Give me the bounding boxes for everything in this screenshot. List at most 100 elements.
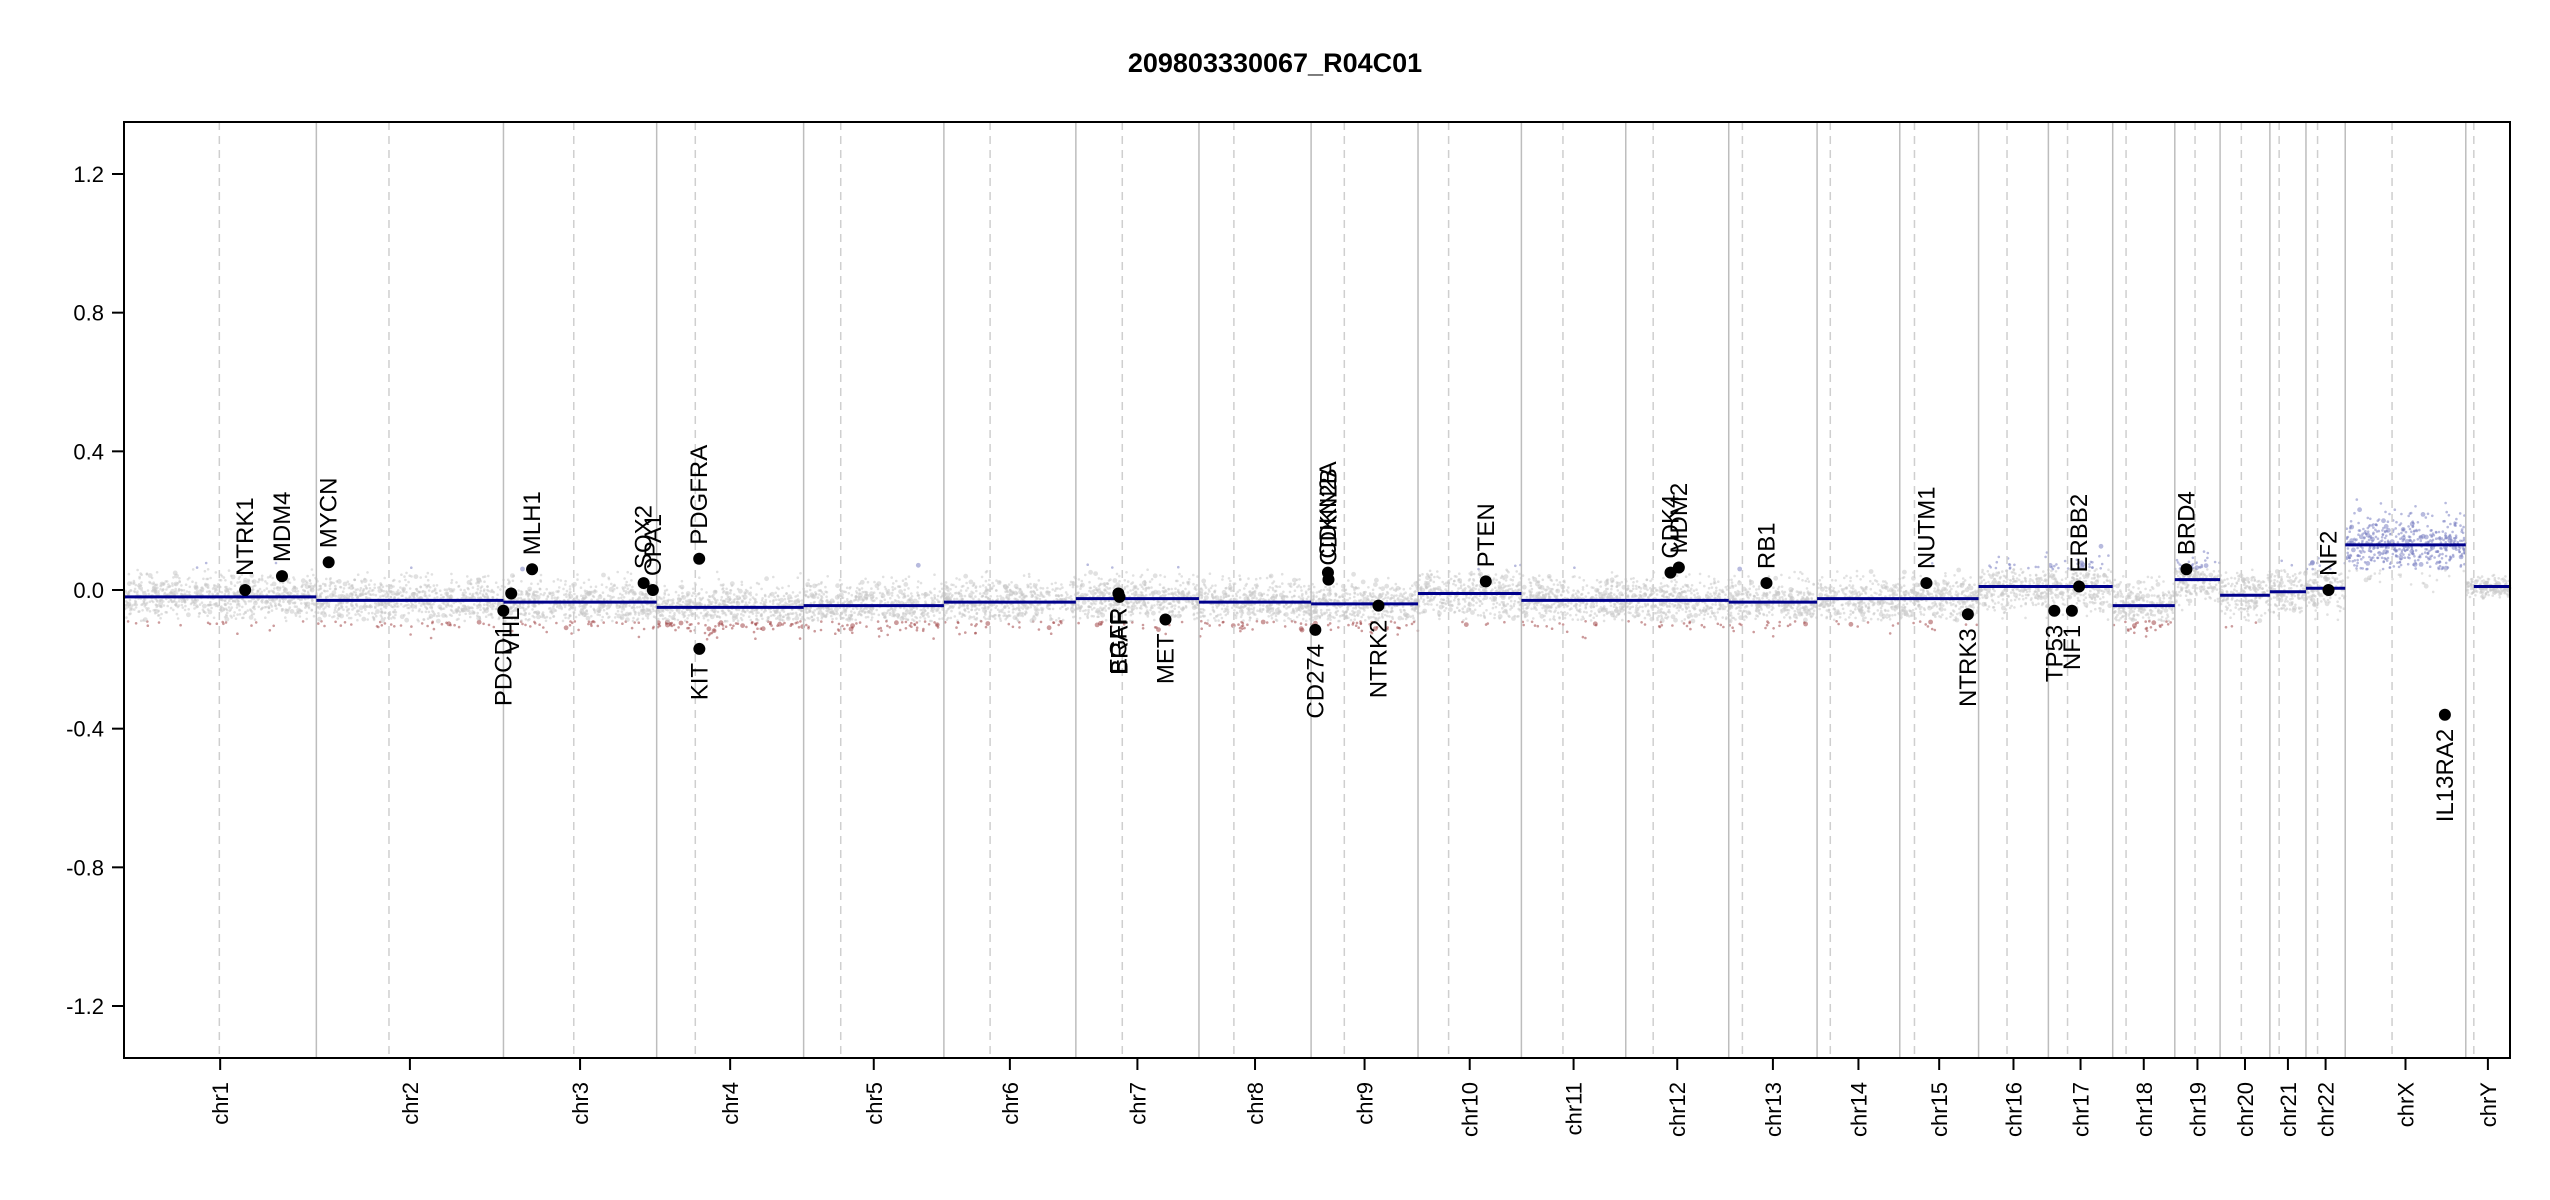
probe-point <box>283 590 286 594</box>
probe-point <box>294 612 297 615</box>
probe-point <box>304 606 307 609</box>
probe-point <box>646 617 650 620</box>
probe-point <box>1136 587 1140 591</box>
probe-point <box>370 589 374 592</box>
probe-point <box>628 583 631 587</box>
probe-point <box>476 611 480 615</box>
probe-point <box>1248 616 1252 619</box>
probe-point <box>1285 607 1288 610</box>
probe-point <box>1170 587 1173 591</box>
probe-point <box>556 596 560 599</box>
probe-point <box>625 617 630 623</box>
probe-point <box>910 621 913 625</box>
probe-point <box>831 620 834 624</box>
probe-point <box>405 583 408 587</box>
probe-point <box>688 623 692 626</box>
probe-point <box>579 610 583 614</box>
probe-point <box>817 606 821 610</box>
probe-point <box>247 578 250 582</box>
probe-point <box>475 582 478 585</box>
probe-point <box>1200 619 1203 623</box>
probe-point <box>1274 612 1277 615</box>
probe-point <box>1180 620 1184 624</box>
probe-point <box>904 627 908 630</box>
probe-point <box>1177 565 1180 569</box>
probe-point <box>432 602 435 606</box>
probe-point <box>1077 621 1080 625</box>
probe-point <box>596 613 599 616</box>
probe-point <box>241 605 244 609</box>
probe-point <box>741 610 744 613</box>
probe-point <box>993 617 997 620</box>
probe-point <box>984 625 988 629</box>
probe-point <box>476 587 480 591</box>
probe-point <box>940 582 943 586</box>
probe-point <box>375 614 378 618</box>
probe-point <box>354 591 358 594</box>
probe-point <box>126 581 132 587</box>
probe-point <box>1095 587 1098 590</box>
probe-point <box>935 623 939 627</box>
probe-point <box>210 606 213 610</box>
probe-point <box>1283 612 1289 617</box>
probe-point <box>996 608 1000 611</box>
probe-point <box>1243 587 1246 590</box>
probe-point <box>432 614 436 617</box>
probe-point <box>735 600 739 604</box>
probe-point <box>965 581 968 585</box>
probe-point <box>974 585 978 588</box>
probe-point <box>587 620 591 623</box>
probe-point <box>1050 582 1054 586</box>
probe-point <box>796 576 800 579</box>
probe-point <box>824 585 827 589</box>
probe-point <box>1246 610 1252 616</box>
probe-point <box>227 593 230 596</box>
probe-point <box>641 608 645 612</box>
probe-point <box>895 579 898 583</box>
probe-point <box>1298 626 1304 632</box>
probe-point <box>1049 632 1053 635</box>
probe-point <box>606 604 609 608</box>
probe-point <box>843 600 847 603</box>
probe-point <box>767 616 771 619</box>
probe-point <box>732 593 736 596</box>
probe-point <box>160 612 163 616</box>
probe-point <box>966 586 970 590</box>
probe-point <box>975 589 978 593</box>
probe-point <box>462 607 468 612</box>
probe-point <box>484 615 488 618</box>
probe-point <box>825 612 829 616</box>
probe-point <box>133 587 137 591</box>
probe-point <box>745 625 748 629</box>
probe-point <box>1007 614 1011 617</box>
probe-point <box>238 608 241 612</box>
probe-point <box>965 589 968 592</box>
probe-point <box>919 616 922 619</box>
probe-point <box>712 593 715 597</box>
probe-point <box>308 578 312 582</box>
probe-point <box>1057 623 1060 627</box>
probe-point <box>784 613 788 617</box>
probe-point <box>637 613 641 616</box>
probe-point <box>1282 604 1286 608</box>
probe-point <box>590 614 593 618</box>
probe-point <box>428 602 431 606</box>
probe-point <box>1097 577 1101 580</box>
probe-point <box>148 610 152 613</box>
probe-point <box>470 612 474 615</box>
probe-point <box>1248 618 1251 622</box>
probe-point <box>856 586 859 590</box>
probe-point <box>1211 606 1215 609</box>
probe-point <box>392 610 395 614</box>
probe-point <box>886 624 889 628</box>
probe-point <box>743 610 747 614</box>
probe-point <box>1315 595 1318 598</box>
probe-point <box>883 585 887 589</box>
probe-point <box>1192 582 1195 586</box>
probe-point <box>565 595 568 599</box>
probe-point <box>1193 617 1196 621</box>
probe-point <box>553 596 556 599</box>
probe-point <box>967 610 970 614</box>
probe-point <box>129 589 132 592</box>
probe-point <box>293 601 296 605</box>
